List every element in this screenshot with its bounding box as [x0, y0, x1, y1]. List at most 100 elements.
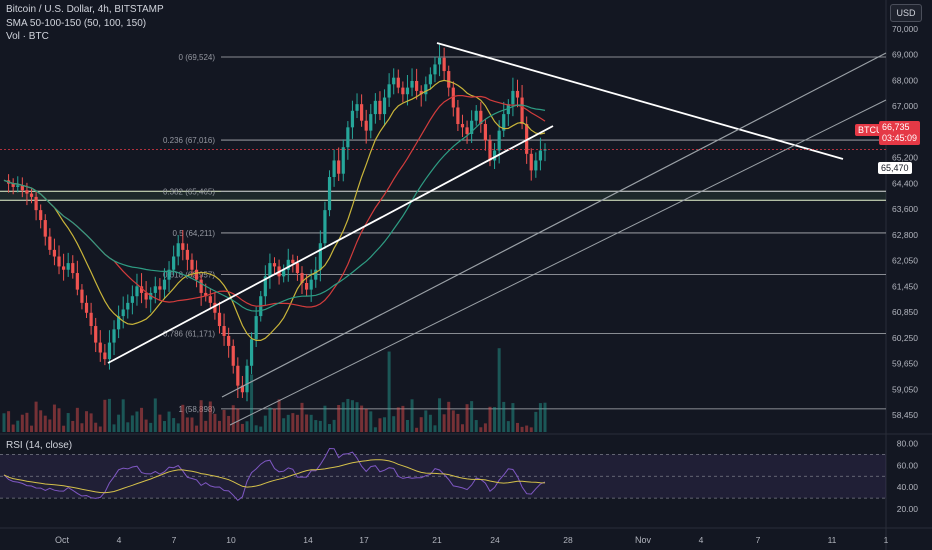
candle-body: [11, 183, 15, 187]
time-axis-label: 24: [490, 535, 500, 545]
candle-body: [84, 302, 89, 313]
volume-bar: [25, 412, 29, 432]
candle-body: [460, 124, 465, 128]
candle-body: [373, 100, 377, 115]
candle-body: [451, 87, 455, 108]
volume-bar: [282, 418, 286, 432]
price-axis-label: 70,000: [892, 24, 918, 34]
candle-body: [350, 110, 355, 128]
candle-body: [240, 385, 245, 393]
candle-body: [479, 110, 483, 125]
time-axis-label: 21: [432, 535, 442, 545]
candle-body: [520, 97, 524, 125]
volume-bar: [465, 404, 469, 432]
candle-body: [139, 286, 144, 293]
candle-body: [405, 87, 410, 95]
volume-bar: [103, 399, 107, 432]
volume-bar: [543, 402, 547, 432]
volume-bar: [511, 403, 515, 432]
volume-bar: [263, 415, 267, 432]
candle-body: [483, 124, 487, 141]
volume-bar: [52, 404, 56, 432]
sma-50-line: [3, 79, 546, 341]
candle-body: [364, 120, 368, 131]
volume-bar: [240, 423, 244, 432]
candle-body: [263, 276, 267, 297]
volume-bar: [66, 413, 70, 432]
volume-bar: [71, 420, 75, 432]
candle-body: [112, 329, 116, 343]
volume-bar: [337, 405, 341, 432]
fib-level-label: 0.382 (65,465): [163, 187, 215, 196]
candle-body: [167, 269, 171, 280]
price-axis-label: 62,050: [892, 256, 918, 266]
candle-body: [213, 302, 217, 313]
volume-bar: [80, 423, 84, 432]
volume-bar: [474, 420, 478, 432]
volume-legend[interactable]: Vol · BTC: [6, 31, 49, 42]
candle-body: [254, 316, 258, 340]
candle-body: [66, 263, 70, 270]
volume-bar: [392, 416, 396, 432]
volume-bar: [140, 407, 144, 432]
volume-bar: [208, 401, 212, 432]
price-axis-label: 60,250: [892, 333, 918, 343]
candle-body: [130, 296, 134, 303]
candle-body: [304, 282, 309, 290]
sma-legend[interactable]: SMA 50-100-150 (50, 100, 150): [6, 18, 147, 29]
candle-body: [415, 80, 419, 91]
fib-level-label: 0.236 (67,016): [163, 136, 215, 145]
volume-bar: [250, 374, 254, 432]
candle-body: [62, 266, 66, 270]
volume-bar: [217, 420, 221, 432]
volume-bar: [277, 399, 281, 432]
volume-bar: [346, 398, 350, 432]
volume-bar: [355, 402, 359, 432]
volume-bar: [428, 414, 432, 432]
volume-bar: [153, 398, 157, 432]
candle-body: [447, 71, 451, 88]
volume-bar: [332, 419, 336, 432]
price-axis-label: 59,050: [892, 384, 918, 394]
candle-body: [185, 249, 189, 260]
candle-body: [39, 210, 43, 221]
volume-bar: [94, 422, 98, 432]
candle-body: [181, 243, 185, 250]
volume-bar: [57, 408, 61, 432]
candle-body: [515, 90, 520, 98]
volume-bar: [158, 414, 162, 432]
candle-body: [272, 263, 277, 267]
candle-body: [249, 339, 254, 366]
volume-bar: [89, 413, 93, 432]
price-axis-label: 64,400: [892, 178, 918, 188]
volume-bar: [364, 408, 368, 432]
candle-body: [456, 107, 460, 125]
price-axis-label: 67,000: [892, 101, 918, 111]
candle-body: [71, 263, 75, 274]
candle-body: [268, 263, 272, 277]
currency-button[interactable]: USD: [890, 4, 922, 22]
candle-body: [227, 335, 231, 346]
volume-bar: [341, 402, 345, 432]
candle-body: [410, 80, 414, 88]
price-axis-label: 59,650: [892, 359, 918, 369]
volume-bar: [121, 399, 125, 432]
candle-body: [534, 160, 538, 171]
candle-body: [465, 127, 469, 134]
support-zone: [0, 191, 886, 201]
volume-bar: [520, 426, 524, 432]
time-axis-label: 17: [359, 535, 369, 545]
volume-bar: [383, 417, 387, 432]
time-axis-label: 1: [884, 535, 889, 545]
symbol-legend[interactable]: Bitcoin / U.S. Dollar, 4h, BITSTAMP: [6, 4, 164, 15]
price-axis-label: 62,800: [892, 230, 918, 240]
candle-body: [80, 289, 84, 303]
candle-body: [43, 220, 47, 237]
candle-body: [153, 286, 157, 293]
rsi-legend[interactable]: RSI (14, close): [6, 440, 73, 451]
rsi-axis-label: 60.00: [897, 460, 919, 470]
candle-body: [103, 352, 107, 360]
candle-body: [314, 269, 318, 280]
candle-body: [231, 345, 235, 366]
